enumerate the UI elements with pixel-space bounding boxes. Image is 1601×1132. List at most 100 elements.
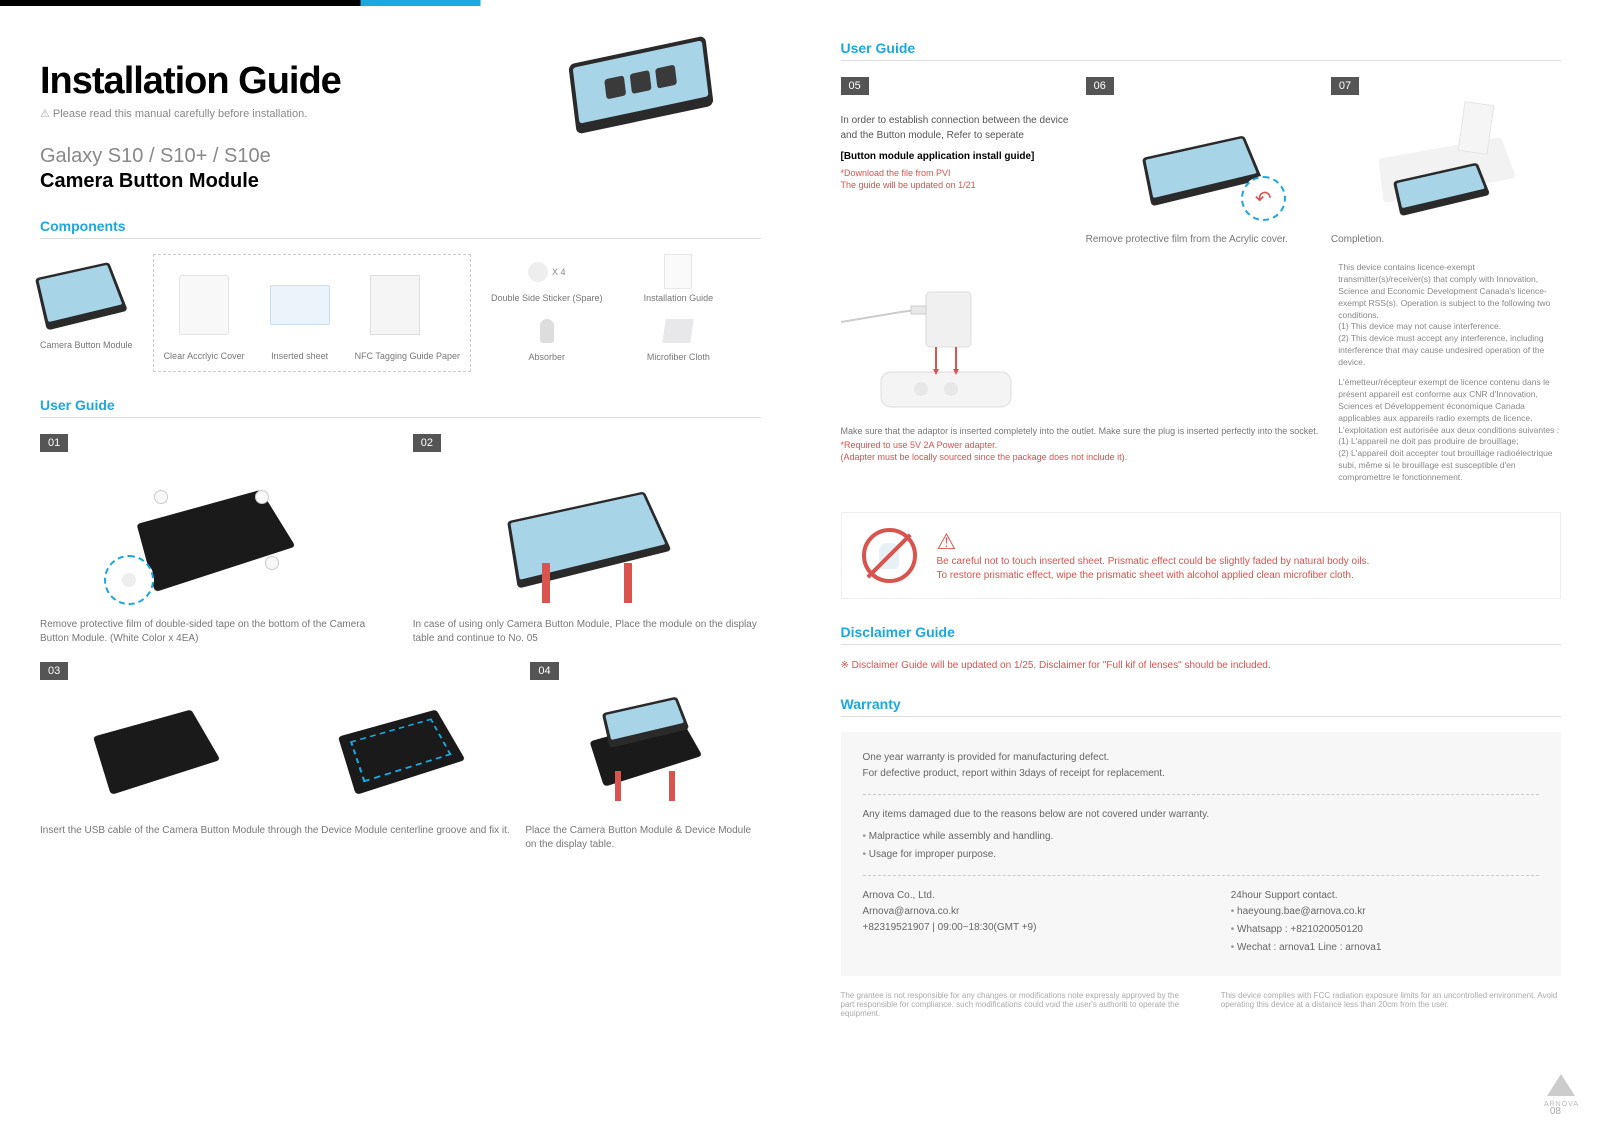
step-05-bold: [Button module application install guide… bbox=[841, 151, 1071, 162]
component-sheet: Inserted sheet bbox=[260, 265, 340, 361]
support-item: Whatsapp : +821020050120 bbox=[1231, 922, 1539, 938]
hero-module-illustration bbox=[571, 50, 741, 150]
warranty-company-col: Arnova Co., Ltd. Arnova@arnova.co.kr +82… bbox=[863, 888, 1171, 958]
adapter-left: Make sure that the adaptor is inserted c… bbox=[841, 262, 1319, 492]
step-05-red2: The guide will be updated on 1/21 bbox=[841, 180, 1071, 192]
warning-content: ⚠ Be careful not to touch inserted sheet… bbox=[937, 529, 1370, 583]
component-guide: Installation Guide bbox=[623, 254, 735, 303]
section-rule bbox=[40, 417, 761, 418]
no-touch-icon bbox=[862, 528, 917, 583]
company-email: Arnova@arnova.co.kr bbox=[863, 904, 1171, 920]
warranty-bullets: Malpractice while assembly and handling.… bbox=[863, 829, 1540, 863]
warning-text: Be careful not to touch inserted sheet. … bbox=[937, 555, 1370, 583]
adapter-caption: Make sure that the adaptor is inserted c… bbox=[841, 426, 1319, 436]
warning-banner: ⚠ Be careful not to touch inserted sheet… bbox=[841, 512, 1562, 599]
warranty-support-col: 24hour Support contact. haeyoung.bae@arn… bbox=[1231, 888, 1539, 958]
step-number: 02 bbox=[413, 434, 441, 452]
arnova-logo: ARNOVA bbox=[1544, 1074, 1579, 1110]
page-number: 08 bbox=[1550, 1106, 1561, 1117]
section-rule bbox=[40, 238, 761, 239]
step-03-illustration bbox=[40, 688, 270, 808]
footer-fine-print: The grantee is not responsible for any c… bbox=[841, 991, 1562, 1018]
step-caption: Completion. bbox=[1331, 233, 1561, 247]
step-04-caption: Place the Camera Button Module & Device … bbox=[525, 824, 760, 852]
compliance-en: This device contains licence-exempt tran… bbox=[1338, 262, 1561, 369]
adapter-row: Make sure that the adaptor is inserted c… bbox=[841, 262, 1562, 492]
step-03: 03 bbox=[40, 661, 270, 816]
step-number: 01 bbox=[40, 434, 68, 452]
warning-triangle-icon: ⚠ bbox=[937, 529, 1370, 555]
step-04-illustration bbox=[530, 688, 760, 808]
step-02: 02 In case of using only Camera Button M… bbox=[413, 433, 761, 646]
compliance-block: This device contains licence-exempt tran… bbox=[1338, 262, 1561, 492]
step-number: 04 bbox=[530, 662, 558, 680]
disclaimer-text: ※ Disclaimer Guide will be updated on 1/… bbox=[841, 660, 1562, 671]
component-cloth: Microfiber Cloth bbox=[623, 313, 735, 362]
section-rule bbox=[841, 60, 1562, 61]
component-label: Absorber bbox=[491, 352, 603, 362]
step-02-illustration bbox=[413, 460, 761, 610]
warranty-line1: One year warranty is provided for manufa… bbox=[863, 750, 1540, 782]
step-number: 06 bbox=[1086, 77, 1114, 95]
warranty-columns: Arnova Co., Ltd. Arnova@arnova.co.kr +82… bbox=[863, 888, 1540, 958]
component-label: NFC Tagging Guide Paper bbox=[355, 351, 460, 361]
component-label: Installation Guide bbox=[623, 293, 735, 303]
user-guide-heading: User Guide bbox=[40, 397, 761, 413]
step-03b: 00 bbox=[285, 661, 515, 816]
company-name: Arnova Co., Ltd. bbox=[863, 888, 1171, 904]
step-number: 03 bbox=[40, 662, 68, 680]
support-list: haeyoung.bae@arnova.co.kr Whatsapp : +82… bbox=[1231, 904, 1539, 956]
support-item: Wechat : arnova1 Line : arnova1 bbox=[1231, 940, 1539, 956]
step-01: 01 Remove protective film of double-side… bbox=[40, 433, 388, 646]
user-guide-heading-right: User Guide bbox=[841, 40, 1562, 56]
step-caption: Remove protective film from the Acrylic … bbox=[1086, 233, 1316, 247]
section-rule bbox=[841, 644, 1562, 645]
component-cover: Clear Accrlyic Cover bbox=[164, 265, 245, 361]
footer-text-1: The grantee is not responsible for any c… bbox=[841, 991, 1181, 1018]
support-item: haeyoung.bae@arnova.co.kr bbox=[1231, 904, 1539, 920]
step-07-illustration bbox=[1331, 103, 1561, 233]
top-color-bar bbox=[0, 0, 801, 6]
step-07: 07 Completion. bbox=[1331, 76, 1561, 247]
adapter-red-note: *Required to use 5V 2A Power adapter. (A… bbox=[841, 440, 1319, 463]
step-row-1: 01 Remove protective film of double-side… bbox=[40, 433, 761, 646]
right-page: User Guide 05 In order to establish conn… bbox=[801, 0, 1601, 1132]
component-nfc-paper: NFC Tagging Guide Paper bbox=[355, 265, 460, 361]
step-03-caption: Insert the USB cable of the Camera Butto… bbox=[40, 824, 510, 852]
warranty-box: One year warranty is provided for manufa… bbox=[841, 732, 1562, 976]
step-number: 07 bbox=[1331, 77, 1359, 95]
components-heading: Components bbox=[40, 218, 761, 234]
compliance-fr: L'émetteur/récepteur exempt de licence c… bbox=[1338, 377, 1561, 484]
component-absorber: Absorber bbox=[491, 313, 603, 362]
adapter-illustration bbox=[841, 262, 1041, 422]
step-05-red1: *Download the file from PVI bbox=[841, 168, 1071, 180]
component-label: Microfiber Cloth bbox=[623, 352, 735, 362]
component-main-module: Camera Button Module bbox=[40, 254, 133, 350]
warranty-heading: Warranty bbox=[841, 696, 1562, 712]
component-small-grid: X 4 Double Side Sticker (Spare) Installa… bbox=[491, 254, 734, 362]
component-label: Double Side Sticker (Spare) bbox=[491, 293, 603, 303]
right-step-row: 05 In order to establish connection betw… bbox=[841, 76, 1562, 247]
company-phone: +82319521907 | 09:00~18:30(GMT +9) bbox=[863, 920, 1171, 936]
component-sticker: X 4 Double Side Sticker (Spare) bbox=[491, 254, 603, 303]
step-caption: In case of using only Camera Button Modu… bbox=[413, 618, 761, 646]
disclaimer-heading: Disclaimer Guide bbox=[841, 624, 1562, 640]
component-label: Clear Accrlyic Cover bbox=[164, 351, 245, 361]
warranty-bullet: Malpractice while assembly and handling. bbox=[863, 829, 1540, 845]
step-06: 06 ↶ Remove protective film from the Acr… bbox=[1086, 76, 1316, 247]
component-label: Camera Button Module bbox=[40, 340, 133, 350]
footer-text-2: This device complies with FCC radiation … bbox=[1221, 991, 1561, 1018]
warranty-bullet: Usage for improper purpose. bbox=[863, 847, 1540, 863]
step-number: 05 bbox=[841, 77, 869, 95]
step-03b-illustration bbox=[285, 688, 515, 808]
step-06-illustration: ↶ bbox=[1086, 103, 1316, 233]
step-row-2: 03 00 04 bbox=[40, 661, 761, 816]
step-05-text: In order to establish connection between… bbox=[841, 113, 1071, 143]
sticker-qty: X 4 bbox=[552, 267, 566, 277]
step-05: 05 In order to establish connection betw… bbox=[841, 76, 1071, 247]
product-name: Camera Button Module bbox=[40, 170, 761, 193]
components-row: Camera Button Module Clear Accrlyic Cove… bbox=[40, 254, 761, 372]
support-heading: 24hour Support contact. bbox=[1231, 888, 1539, 904]
section-rule bbox=[841, 716, 1562, 717]
step-04: 04 bbox=[530, 661, 760, 816]
